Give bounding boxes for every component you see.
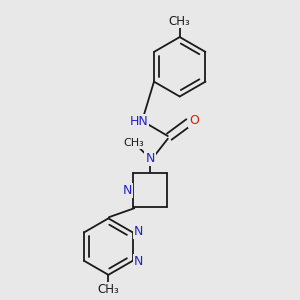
Text: N: N bbox=[122, 184, 132, 196]
Text: CH₃: CH₃ bbox=[97, 283, 119, 296]
Text: N: N bbox=[134, 225, 143, 238]
Text: CH₃: CH₃ bbox=[169, 14, 190, 28]
Text: HN: HN bbox=[130, 115, 148, 128]
Text: O: O bbox=[189, 114, 199, 127]
Text: CH₃: CH₃ bbox=[123, 138, 144, 148]
Text: N: N bbox=[134, 255, 143, 268]
Text: N: N bbox=[145, 152, 155, 165]
